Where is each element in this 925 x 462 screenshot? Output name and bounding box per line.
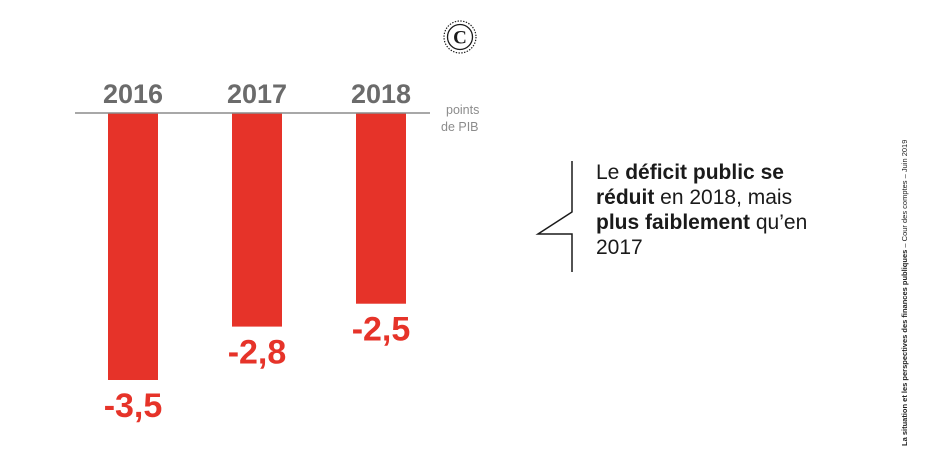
cour-des-comptes-seal-icon: C	[443, 20, 477, 54]
callout-bold-plus-faiblement: plus faiblement	[596, 211, 751, 234]
callout-bracket-line	[535, 161, 573, 272]
unit-label-de-pib: de PIB	[441, 120, 479, 134]
year-label-2017: 2017	[227, 79, 287, 109]
logo-letter: C	[453, 28, 467, 49]
labels-group: 2016 -3,5 2017 -2,8 2018 -2,5	[103, 79, 411, 425]
callout-text-part: en 2018, mais	[654, 186, 793, 209]
year-label-2016: 2016	[103, 79, 163, 109]
callout-bold-deficit: déficit public	[625, 161, 755, 184]
value-label-2017: -2,8	[228, 334, 287, 372]
value-label-2016: -3,5	[104, 387, 163, 425]
bar-2018	[356, 113, 406, 304]
callout-bold-se-reduit: se réduit	[596, 161, 784, 209]
year-label-2018: 2018	[351, 79, 411, 109]
bar-2016	[108, 113, 158, 380]
bar-2017	[232, 113, 282, 327]
source-detail: – Cour des comptes – Juin 2019	[900, 139, 909, 250]
cour-des-comptes-logo: C	[443, 20, 477, 54]
callout-text-part: qu’en 2017	[596, 211, 808, 259]
value-label-2018: -2,5	[352, 311, 411, 349]
unit-label-points: points	[446, 103, 479, 117]
bars-group	[108, 113, 406, 380]
callout-text-part: Le	[596, 161, 626, 184]
source-title: La situation et les perspectives des fin…	[900, 249, 909, 446]
source-side-note: La situation et les perspectives des fin…	[900, 140, 909, 446]
callout-text: Le déficit public se réduit en 2018, mai…	[596, 160, 836, 260]
